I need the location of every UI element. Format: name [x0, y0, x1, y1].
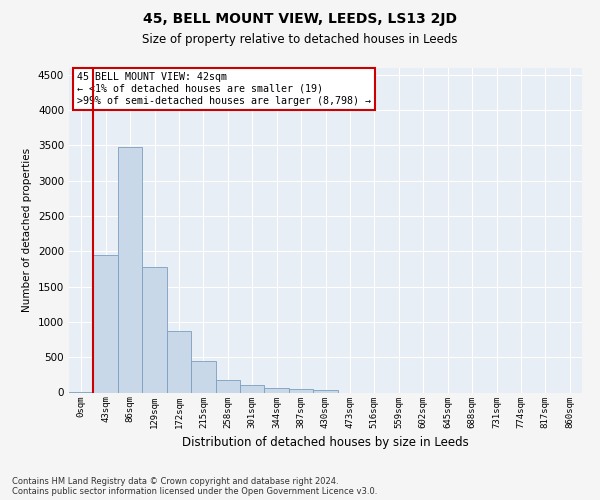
Y-axis label: Number of detached properties: Number of detached properties	[22, 148, 32, 312]
Bar	[289, 388, 313, 392]
Text: Contains public sector information licensed under the Open Government Licence v3: Contains public sector information licen…	[12, 487, 377, 496]
Text: Contains HM Land Registry data © Crown copyright and database right 2024.: Contains HM Land Registry data © Crown c…	[12, 477, 338, 486]
Bar	[240, 386, 265, 392]
Bar	[313, 390, 338, 392]
Bar	[191, 360, 215, 392]
Text: Size of property relative to detached houses in Leeds: Size of property relative to detached ho…	[142, 32, 458, 46]
Bar	[142, 266, 167, 392]
Text: 45 BELL MOUNT VIEW: 42sqm
← <1% of detached houses are smaller (19)
>99% of semi: 45 BELL MOUNT VIEW: 42sqm ← <1% of detac…	[77, 72, 371, 106]
Bar	[167, 331, 191, 392]
Bar	[94, 254, 118, 392]
Bar	[118, 146, 142, 392]
Bar	[215, 380, 240, 392]
Text: 45, BELL MOUNT VIEW, LEEDS, LS13 2JD: 45, BELL MOUNT VIEW, LEEDS, LS13 2JD	[143, 12, 457, 26]
X-axis label: Distribution of detached houses by size in Leeds: Distribution of detached houses by size …	[182, 436, 469, 449]
Bar	[265, 388, 289, 392]
